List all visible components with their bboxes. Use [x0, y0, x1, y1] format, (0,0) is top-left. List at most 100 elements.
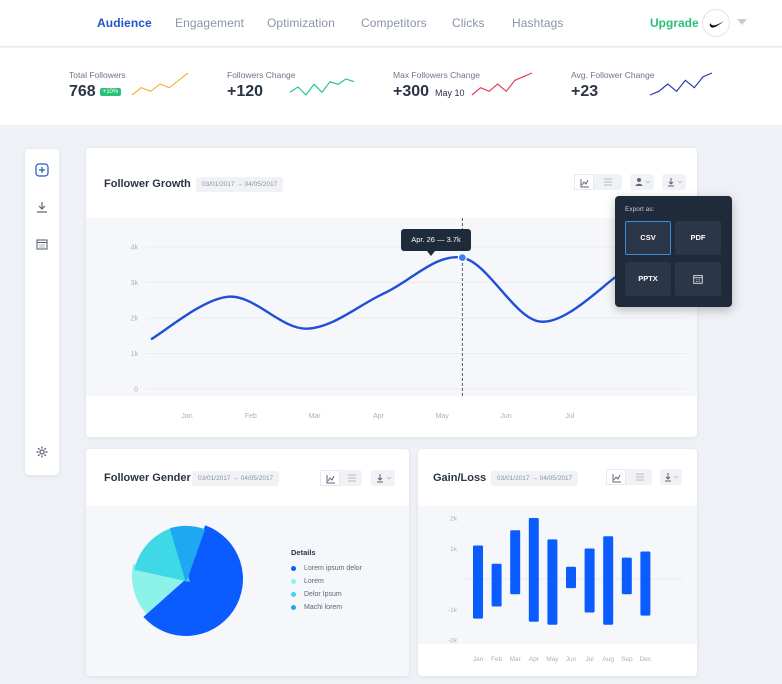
tab-clicks[interactable]: Clicks: [452, 16, 485, 30]
stat-label: Total Followers: [69, 70, 126, 80]
y-tick-label: 2k: [450, 516, 458, 523]
export-menu-title: Export as:: [625, 206, 654, 213]
gain-loss-bar-chart: 2k 1k -1k -2k Jan Feb Mar Apr May Jun Jul Aug Sep Dec: [418, 449, 697, 676]
bar[interactable]: [510, 530, 520, 594]
y-tick-label: 1k: [450, 546, 458, 553]
x-tick-label: Jan: [181, 413, 192, 420]
sparkline-followers-change: [288, 76, 356, 98]
export-calendar-button[interactable]: [675, 262, 721, 296]
export-csv-button[interactable]: CSV: [625, 221, 671, 255]
bar[interactable]: [529, 518, 539, 622]
stat-label: Followers Change: [227, 70, 296, 80]
stat-label: Avg. Follower Change: [571, 70, 654, 80]
legend-label: Lorem ipsum delor: [304, 565, 362, 572]
x-tick-label: Jun: [566, 656, 577, 663]
x-tick-label: Jul: [565, 413, 574, 420]
export-pptx-button[interactable]: PPTX: [625, 262, 671, 296]
legend-item: Lorem ipsum delor: [291, 565, 362, 572]
top-navigation: Audience Engagement Optimization Competi…: [0, 0, 782, 47]
bar[interactable]: [640, 552, 650, 616]
x-tick-label: Mar: [510, 656, 522, 663]
bar[interactable]: [547, 539, 557, 624]
stat-value: 768 +10%: [69, 83, 126, 101]
calendar-icon: [692, 273, 704, 285]
chart-tooltip: Apr. 26 — 3.7k: [401, 229, 471, 251]
bar[interactable]: [603, 536, 613, 624]
y-tick-label: 2k: [131, 316, 139, 323]
sparkline-max-followers-change: [470, 70, 534, 98]
y-tick-label: 4k: [131, 245, 139, 252]
stat-label: Max Followers Change: [393, 70, 480, 80]
x-tick-label: May: [546, 656, 559, 663]
series-line: [151, 257, 618, 339]
caret-down-icon[interactable]: [737, 19, 747, 25]
sparkline-avg-follower-change: [648, 70, 714, 98]
x-tick-label: Feb: [491, 656, 503, 663]
tab-engagement[interactable]: Engagement: [175, 16, 244, 30]
legend-item: Delor Ipsum: [291, 591, 342, 598]
sparkline-path: [650, 73, 712, 95]
legend-swatch: [291, 592, 296, 597]
account-avatar[interactable]: [702, 9, 730, 37]
x-tick-label: Jun: [500, 413, 511, 420]
x-tick-label: May: [436, 413, 450, 420]
stats-strip: Total Followers 768 +10% Followers Change…: [0, 48, 782, 125]
sparkline-path: [290, 79, 354, 95]
tab-optimization[interactable]: Optimization: [267, 16, 335, 30]
stat-avg-follower-change: Avg. Follower Change +23: [571, 70, 654, 101]
legend-swatch: [291, 566, 296, 571]
stat-sub: May 10: [435, 88, 465, 98]
legend-swatch: [291, 605, 296, 610]
follower-growth-line-chart: 0 1k 2k 3k 4k Jan Feb Mar Apr May Jun Jul: [86, 148, 697, 437]
calendar-icon[interactable]: [35, 237, 49, 251]
y-tick-label: 1k: [131, 351, 139, 358]
x-tick-label: Jan: [473, 656, 484, 663]
download-icon[interactable]: [35, 200, 49, 214]
legend-label: Delor Ipsum: [304, 591, 342, 598]
stat-max-followers-change: Max Followers Change +300 May 10: [393, 70, 480, 101]
highlighted-point[interactable]: [458, 254, 466, 262]
x-tick-label: Apr: [529, 656, 540, 663]
settings-icon[interactable]: [35, 445, 49, 459]
export-pdf-button[interactable]: PDF: [675, 221, 721, 255]
bar[interactable]: [585, 549, 595, 613]
export-menu: Export as: CSV PDF PPTX: [615, 196, 732, 307]
tab-competitors[interactable]: Competitors: [361, 16, 427, 30]
legend-label: Lorem: [304, 578, 324, 585]
bar[interactable]: [622, 558, 632, 595]
legend-label: Machi lorem: [304, 604, 342, 611]
bar[interactable]: [492, 564, 502, 607]
y-tick-label: -1k: [448, 607, 458, 614]
tab-audience[interactable]: Audience: [97, 16, 152, 30]
follower-gender-pie-chart: [86, 449, 409, 676]
legend-title: Details: [291, 548, 316, 557]
legend-item: Lorem: [291, 578, 324, 585]
follower-growth-card: Follower Growth 03/01/2017 → 04/05/2017 …: [86, 148, 697, 437]
sparkline-path: [472, 73, 532, 95]
sparkline-total-followers: [130, 70, 190, 98]
swoosh-logo-icon: [703, 10, 731, 38]
x-tick-label: Aug: [602, 656, 614, 663]
gain-loss-card: Gain/Loss 03/01/2017 → 04/05/2017 2k 1k -1…: [418, 449, 697, 676]
x-tick-label: Dec: [640, 656, 652, 663]
y-tick-label: -2k: [448, 638, 458, 645]
stat-value: +120: [227, 83, 296, 101]
legend-item: Machi lorem: [291, 604, 342, 611]
growth-badge: +10%: [100, 88, 122, 96]
x-tick-label: Feb: [245, 413, 257, 420]
bar[interactable]: [473, 545, 483, 618]
y-tick-label: 0: [134, 387, 138, 394]
add-icon[interactable]: [35, 163, 49, 177]
stat-value: +23: [571, 83, 654, 101]
bar[interactable]: [566, 567, 576, 588]
y-tick-label: 3k: [131, 280, 139, 287]
x-tick-label: Mar: [309, 413, 322, 420]
left-toolbar: [25, 149, 59, 475]
upgrade-link[interactable]: Upgrade: [650, 16, 699, 30]
x-tick-label: Sep: [621, 656, 633, 663]
tab-hashtags[interactable]: Hashtags: [512, 16, 564, 30]
stat-value: +300 May 10: [393, 83, 480, 101]
sparkline-path: [132, 73, 188, 95]
x-tick-label: Apr: [373, 413, 385, 420]
legend-swatch: [291, 579, 296, 584]
